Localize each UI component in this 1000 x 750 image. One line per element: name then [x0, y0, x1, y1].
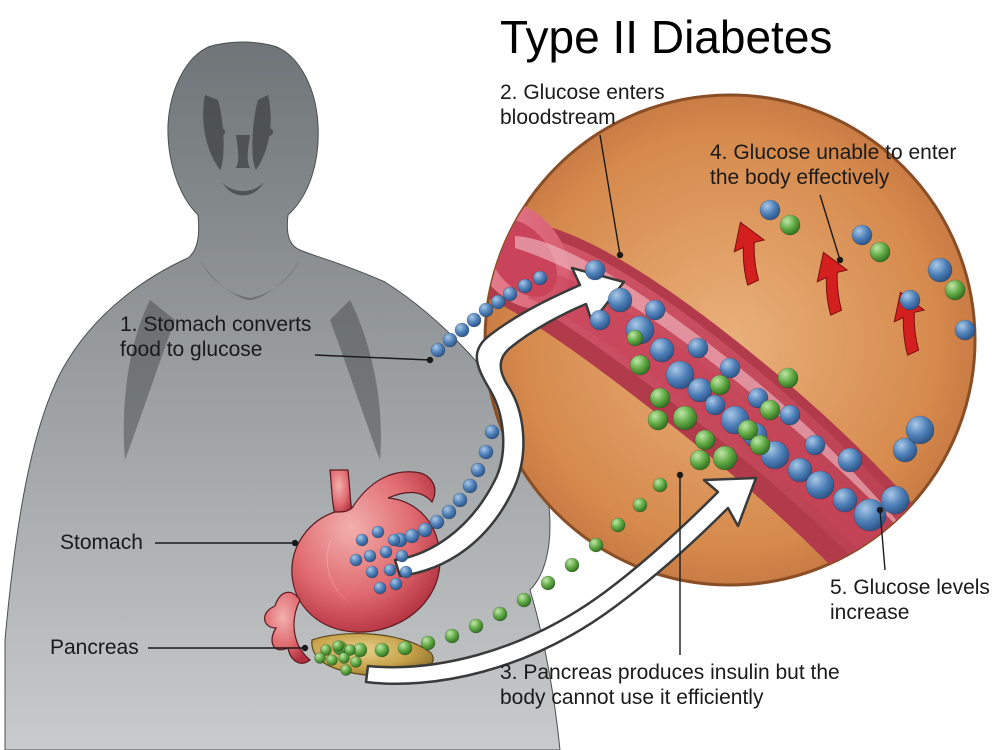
label-glucose-levels: 5. Glucose levels increase: [830, 575, 990, 625]
label-pancreas-label: Pancreas: [50, 635, 139, 660]
diagram-title: Type II Diabetes: [500, 10, 832, 65]
label-stomach-converts: 1. Stomach converts food to glucose: [120, 312, 311, 362]
label-pancreas-produces: 3. Pancreas produces insulin but the bod…: [500, 660, 840, 710]
label-stomach-label: Stomach: [60, 530, 143, 555]
label-glucose-enters: 2. Glucose enters bloodstream: [500, 80, 665, 130]
label-glucose-unable: 4. Glucose unable to enter the body effe…: [710, 140, 956, 190]
